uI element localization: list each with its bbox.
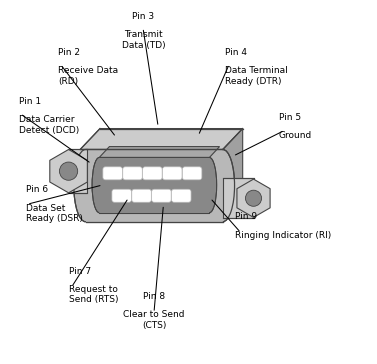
Ellipse shape [92, 158, 107, 213]
Text: Data Carrier
Detect (DCD): Data Carrier Detect (DCD) [19, 115, 79, 135]
Text: Clear to Send
(CTS): Clear to Send (CTS) [123, 310, 185, 330]
Ellipse shape [74, 150, 97, 222]
Text: Pin 4: Pin 4 [225, 48, 247, 57]
Text: Pin 2: Pin 2 [58, 48, 80, 57]
Text: Ground: Ground [279, 131, 312, 141]
Text: Pin 1: Pin 1 [19, 97, 41, 106]
Text: Request to
Send (RTS): Request to Send (RTS) [69, 285, 119, 304]
Polygon shape [99, 147, 219, 158]
FancyBboxPatch shape [182, 167, 202, 180]
FancyBboxPatch shape [152, 189, 171, 202]
Text: Data Terminal
Ready (DTR): Data Terminal Ready (DTR) [225, 66, 287, 86]
Polygon shape [80, 128, 243, 150]
FancyBboxPatch shape [103, 167, 123, 180]
Polygon shape [50, 150, 87, 193]
FancyBboxPatch shape [172, 189, 191, 202]
Polygon shape [86, 150, 223, 222]
FancyBboxPatch shape [132, 189, 151, 202]
Polygon shape [99, 158, 210, 213]
Text: Pin 7: Pin 7 [69, 266, 91, 276]
Polygon shape [69, 150, 87, 193]
Text: Pin 3: Pin 3 [132, 12, 155, 21]
Polygon shape [99, 158, 210, 213]
Text: Data Set
Ready (DSR): Data Set Ready (DSR) [26, 204, 83, 223]
Ellipse shape [202, 158, 217, 213]
Text: Ringing Indicator (RI): Ringing Indicator (RI) [236, 231, 332, 240]
Text: Pin 6: Pin 6 [26, 185, 48, 194]
Text: Pin 9: Pin 9 [236, 212, 257, 221]
Text: Pin 5: Pin 5 [279, 113, 301, 122]
FancyBboxPatch shape [123, 167, 142, 180]
FancyBboxPatch shape [112, 189, 132, 202]
Polygon shape [223, 178, 253, 218]
Polygon shape [86, 150, 223, 222]
FancyBboxPatch shape [162, 167, 182, 180]
Circle shape [60, 162, 78, 180]
Text: Receive Data
(RD): Receive Data (RD) [58, 66, 119, 86]
Polygon shape [237, 179, 270, 217]
Circle shape [245, 190, 262, 206]
Polygon shape [223, 128, 243, 222]
Text: Transmit
Data (TD): Transmit Data (TD) [121, 30, 165, 50]
FancyBboxPatch shape [143, 167, 162, 180]
Ellipse shape [211, 150, 234, 222]
Text: Pin 8: Pin 8 [143, 292, 165, 301]
